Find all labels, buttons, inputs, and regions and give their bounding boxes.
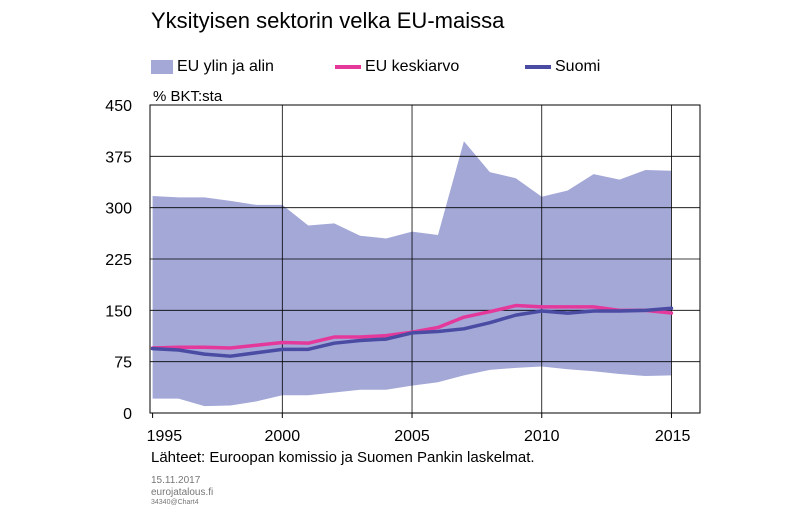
source-note: Lähteet: Euroopan komissio ja Suomen Pan… bbox=[151, 449, 535, 466]
x-tick-label: 2010 bbox=[524, 428, 560, 445]
plot-frame bbox=[149, 104, 701, 414]
legend-item-range: EU ylin ja alin bbox=[151, 58, 274, 76]
chart-code: 34340@Chart4 bbox=[151, 499, 199, 506]
legend-label-eu-average: EU keskiarvo bbox=[365, 58, 460, 75]
y-tick-label: 300 bbox=[105, 201, 132, 218]
legend-swatch-finland bbox=[525, 65, 551, 69]
legend-item-eu-average: EU keskiarvo bbox=[335, 58, 459, 76]
y-tick-label: 225 bbox=[105, 252, 132, 269]
y-tick-label: 375 bbox=[105, 149, 132, 166]
series-line-finland bbox=[150, 306, 674, 358]
y-tick-label: 150 bbox=[105, 303, 132, 320]
x-tick-label: 2005 bbox=[394, 428, 430, 445]
website-label: eurojatalous.fi bbox=[151, 487, 214, 498]
legend-item-finland: Suomi bbox=[525, 58, 600, 76]
publication-date: 15.11.2017 bbox=[151, 475, 201, 486]
x-tick-label: 2015 bbox=[655, 428, 691, 445]
y-tick-label: 75 bbox=[114, 355, 132, 372]
legend-label-range: EU ylin ja alin bbox=[177, 58, 274, 75]
chart-title: Yksityisen sektorin velka EU-maissa bbox=[151, 8, 505, 33]
x-tick-label: 2000 bbox=[265, 428, 301, 445]
legend-label-finland: Suomi bbox=[555, 58, 601, 75]
legend-swatch-range bbox=[151, 60, 173, 74]
x-tick-label: 1995 bbox=[147, 428, 183, 445]
y-tick-label: 450 bbox=[105, 98, 132, 115]
y-axis-unit-label: % BKT:sta bbox=[153, 88, 223, 105]
legend-swatch-eu-average bbox=[335, 65, 361, 69]
y-tick-label: 0 bbox=[123, 406, 132, 423]
